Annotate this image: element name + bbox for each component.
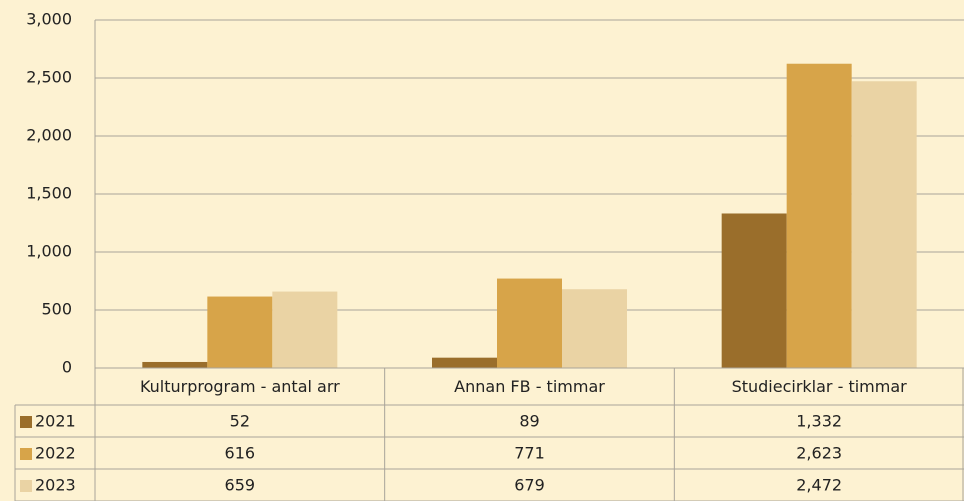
y-tick-label: 3,000 — [26, 10, 72, 29]
bar — [497, 278, 562, 368]
table-value: 2,472 — [796, 476, 842, 495]
y-tick-label: 500 — [41, 300, 72, 319]
table-value: 52 — [230, 412, 250, 431]
bar — [272, 291, 338, 368]
bar — [851, 81, 917, 369]
legend-label: 2021 — [35, 412, 76, 431]
y-tick-label: 1,000 — [26, 242, 72, 261]
bar — [207, 296, 273, 368]
y-tick-label: 0 — [62, 358, 72, 377]
y-tick-label: 1,500 — [26, 184, 72, 203]
bar — [786, 63, 852, 369]
legend-label: 2022 — [35, 444, 76, 463]
legend-swatch — [20, 448, 32, 460]
bar — [142, 361, 208, 368]
x-tick-label: Studiecirklar - timmar — [732, 377, 908, 396]
x-tick-label: Annan FB - timmar — [454, 377, 605, 396]
table-value: 89 — [519, 412, 539, 431]
table-value: 659 — [225, 476, 256, 495]
table-value: 616 — [225, 444, 256, 463]
legend-swatch — [20, 416, 32, 428]
y-tick-label: 2,000 — [26, 126, 72, 145]
y-tick-label: 2,500 — [26, 68, 72, 87]
table-value: 1,332 — [796, 412, 842, 431]
legend-label: 2023 — [35, 476, 76, 495]
table-value: 679 — [514, 476, 545, 495]
table-value: 771 — [514, 444, 545, 463]
table-value: 2,623 — [796, 444, 842, 463]
bar — [432, 357, 497, 368]
legend-swatch — [20, 480, 32, 492]
bar — [562, 289, 627, 368]
bar — [721, 213, 787, 368]
x-tick-label: Kulturprogram - antal arr — [140, 377, 340, 396]
